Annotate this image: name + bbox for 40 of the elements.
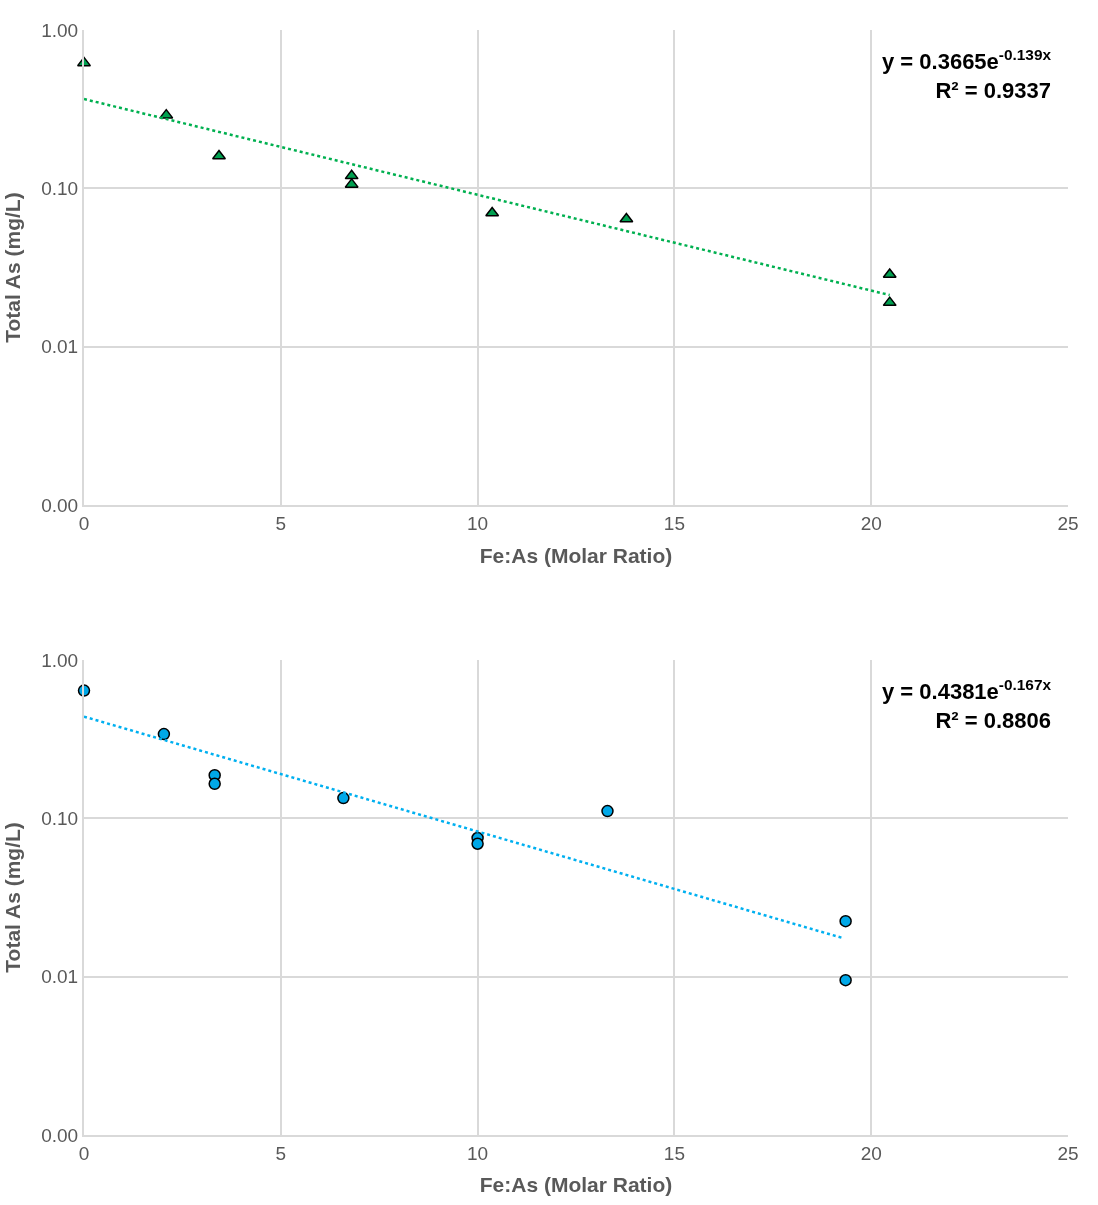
y-axis-title: Total As (mg/L) [0,822,24,973]
x-axis-title: Fe:As (Molar Ratio) [479,543,673,567]
y-tick-label: 0.00 [41,1124,79,1146]
x-tick-label: 20 [860,1142,882,1164]
x-tick-label: 0 [78,1142,90,1164]
x-tick-label: 10 [467,512,489,534]
point [208,777,221,791]
y-tick-label: 0.00 [41,494,79,516]
x-tick-label: 5 [275,1142,287,1164]
y-tick-label: 0.10 [41,807,79,829]
point [601,804,614,818]
y-tick-label: 0.10 [41,178,79,200]
x-tick-label: 5 [275,512,287,534]
y-axis-title: Total As (mg/L) [0,192,24,343]
x-tick-label: 10 [467,1142,489,1164]
annotation: y = 0.3665e$^{-0.139x}$ [882,46,1052,75]
x-tick-label: 20 [860,512,882,534]
y-tick-label: 1.00 [41,19,79,41]
point [159,108,174,119]
annotation: R² = 0.9337 [935,77,1052,103]
x-tick-label: 0 [78,512,90,534]
y-tick-label: 0.01 [41,966,79,988]
annotation: R² = 0.8806 [935,707,1052,733]
x-tick-label: 25 [1057,512,1079,534]
point [471,837,484,851]
x-tick-label: 15 [663,512,685,534]
point [839,914,852,928]
point [485,206,500,217]
x-tick-label: 25 [1057,1142,1079,1164]
x-axis-title: Fe:As (Molar Ratio) [479,1173,673,1197]
point [619,212,634,223]
point [344,169,359,180]
y-tick-label: 0.01 [41,336,79,358]
x-tick-label: 15 [663,1142,685,1164]
point [882,296,897,307]
y-tick-label: 1.00 [41,649,79,671]
annotation: y = 0.4381e$^{-0.167x}$ [882,676,1052,705]
point [157,727,171,741]
point [839,973,852,987]
point [337,791,350,805]
